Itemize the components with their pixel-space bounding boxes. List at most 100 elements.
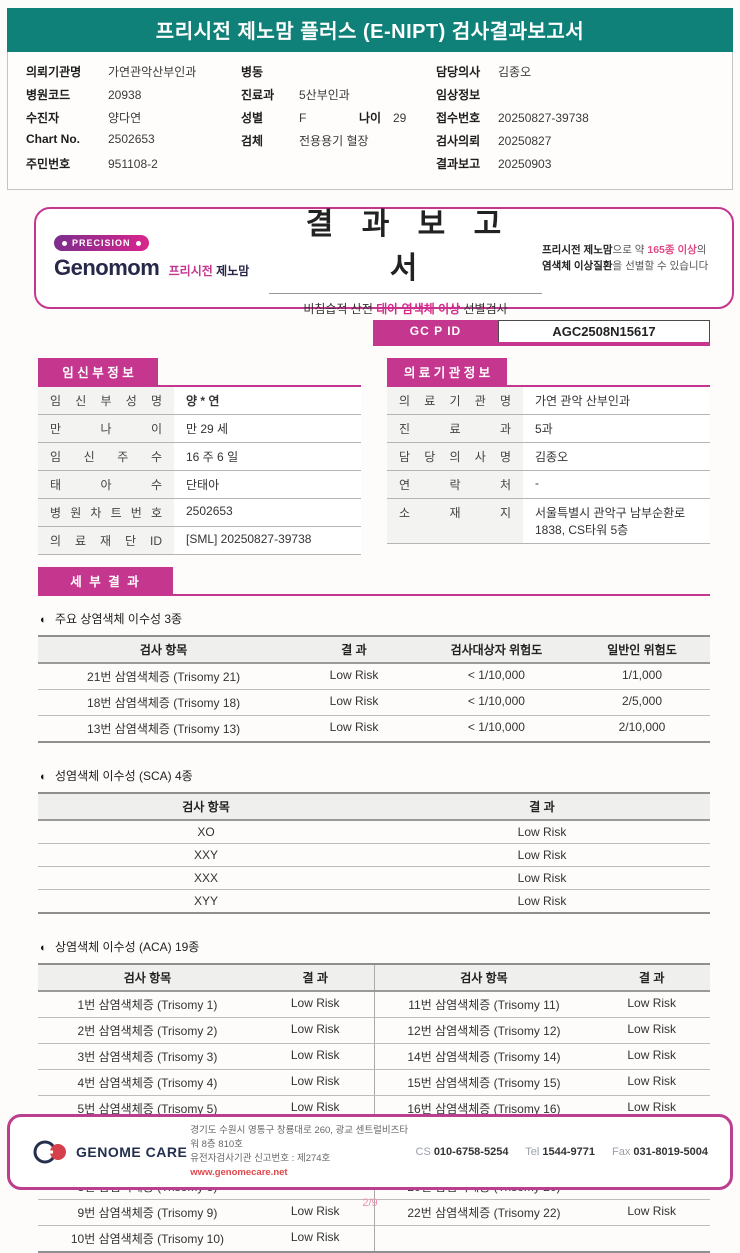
table-row: XXX Low Risk [38,867,710,890]
cell: 11번 삼염색체증 (Trisomy 11) [373,992,594,1017]
cell: Low Risk [627,1100,677,1114]
cell: Low Risk [517,848,567,862]
cell: Low Risk [517,825,567,839]
field-label: 담당의사 [436,65,481,79]
footer: GENOME CARE 경기도 수원시 영통구 창룡대로 260, 광교 센트럴… [7,1114,733,1190]
header-cell: 검사 항목 [139,643,188,657]
genomecare-logo-icon [33,1140,66,1164]
cell: 4번 삼염색체증 (Trisomy 4) [77,1076,218,1090]
field-value: 20250827 [498,134,552,148]
row-label: 병 원 차 트 번 호 [38,499,174,526]
table-row: 연 락 처- [387,471,710,499]
tagline-mid: 으로 약 [612,243,648,256]
field-value: 29 [393,111,407,125]
field-value: 951108-2 [108,157,158,171]
field-ordering-org: 의뢰기관명 가연관악산부인과 [26,63,241,85]
row-label: 소 재 지 [387,499,523,543]
cell: 3번 삼염색체증 (Trisomy 3) [77,1050,218,1064]
field-value: 가연관악산부인과 [108,65,197,79]
gcpid-value: AGC2508N15617 [498,320,710,342]
subtitle-accent: 태아 염색체 이상 [376,302,461,316]
table-row: XO Low Risk [38,821,710,844]
table-row: XXY Low Risk [38,844,710,867]
field-label: 임상정보 [436,88,481,102]
field-value: 20250827-39738 [498,111,589,125]
sca-table: 검사 항목 결 과 XO Low Risk XXY Low Risk XXX L… [38,792,710,914]
cell: Low Risk [329,694,379,708]
header-cell: 검사대상자 위험도 [450,643,543,657]
field-label: 병원코드 [26,88,71,102]
row-label: 의 료 기 관 명 [387,387,523,414]
field-value: 양다연 [108,111,142,125]
cell: Low Risk [290,996,340,1010]
cell: Low Risk [329,668,379,682]
cell: Low Risk [627,1022,677,1036]
row-value: [SML] 20250827-39738 [174,527,361,554]
cell: < 1/10,000 [467,668,525,682]
field-label: 수진자 [26,111,60,125]
aca-table: 검사 항목 결 과 검사 항목 결 과 1번 삼염색체증 (Trisomy 1)… [38,963,710,1253]
patient-header: 의뢰기관명 가연관악산부인과 병원코드 20938 수진자 양다연 Chart … [7,52,733,190]
field-label: 검사의뢰 [436,134,481,148]
section-title-text: 주요 상염색체 이수성 3종 [55,612,183,626]
row-value: 만 29 세 [174,415,361,442]
field-value: F [299,111,307,125]
field-value: 5산부인과 [299,88,350,102]
field-report-date: 결과보고 20250903 [436,155,722,177]
field-value: 20250903 [498,157,552,171]
cell: Low Risk [627,1048,677,1062]
badge-dot-icon [62,240,67,246]
header-cell: 검사 항목 [182,800,230,814]
field-department: 진료과 5산부인과 [241,86,436,108]
tagline-accent: 165종 이상 [647,243,697,256]
footer-contacts: CS 010-6758-5254 Tel 1544-9771 Fax 031-8019… [416,1146,708,1158]
field-request-date: 검사의뢰 20250827 [436,132,722,154]
genomom-kr-accent: 프리시전 [168,264,213,279]
row-value: 5과 [523,415,710,442]
half-circle-bullet-icon: ◐ [40,771,47,783]
cell: 1/1,000 [621,668,662,682]
subtitle-post: 선별검사 [460,302,508,316]
footer-address: 경기도 수원시 영통구 창룡대로 260, 광교 센트럴비즈타워 8층 810호… [190,1124,415,1181]
table-row: 진 료 과 5과 [387,415,710,443]
subtitle-pre: 비침습적 산전 [303,302,377,316]
section-title-text: 상염색체 이수성 (ACA) 19종 [55,940,200,954]
cell: 21번 삼염색체증 (Trisomy 21) [87,670,241,684]
precision-badge-label: PRECISION [72,238,131,249]
field-label: 진료과 [241,88,275,102]
website-link[interactable]: www.genomecare.net [190,1167,288,1179]
badge-dot-icon [135,240,141,246]
sca-section-title: ◐ 성염색체 이수성 (SCA) 4종 [40,767,710,784]
cell: Low Risk [627,996,677,1010]
field-ward: 병동 [241,63,436,85]
cell: 18번 삼염색체증 (Trisomy 18) [87,696,241,710]
table-row: 4번 삼염색체증 (Trisomy 4) Low Risk 15번 삼염색체증 … [38,1070,710,1096]
field-label: Chart No. [26,132,80,146]
mother-info-title: 임 신 부 정 보 [38,358,158,385]
table-row: 병 원 차 트 번 호 2502653 [38,499,361,527]
fax-number: 031-8019-5004 [633,1146,708,1158]
cell: XO [197,825,215,839]
cell: 5번 삼염색체증 (Trisomy 5) [77,1102,218,1116]
cell: Low Risk [517,894,567,908]
field-resident-no: 주민번호 951108-2 [26,155,241,177]
field-label: 성별 [241,111,264,125]
cell: 13번 삼염색체증 (Trisomy 13) [87,722,241,736]
report-title-bar: 프리시전 제노맘 플러스 (E-NIPT) 검사결과보고서 [7,8,733,52]
report-heading: 결 과 보 고 서 비침습적 산전 태아 염색체 이상 선별검사 [269,199,542,317]
field-clinical-info: 임상정보 [436,86,722,108]
header-cell: 검사 항목 [123,971,172,985]
cell [593,1226,710,1251]
cs-label: CS [415,1146,431,1158]
table-header-row: 검사 항목 결 과 검사 항목 결 과 [38,965,710,992]
cell: 2/5,000 [621,694,662,708]
detail-section-title: 세 부 결 과 [38,567,173,594]
cell: Low Risk [290,1022,340,1036]
precision-badge: PRECISION [54,235,149,252]
row-label: 진 료 과 [387,415,523,442]
tagline-end: 을 선별할 수 있습니다 [612,260,709,272]
header-cell: 결 과 [302,971,328,985]
cell: < 1/10,000 [467,720,525,734]
genomecare-name: GENOME CARE [76,1144,188,1160]
